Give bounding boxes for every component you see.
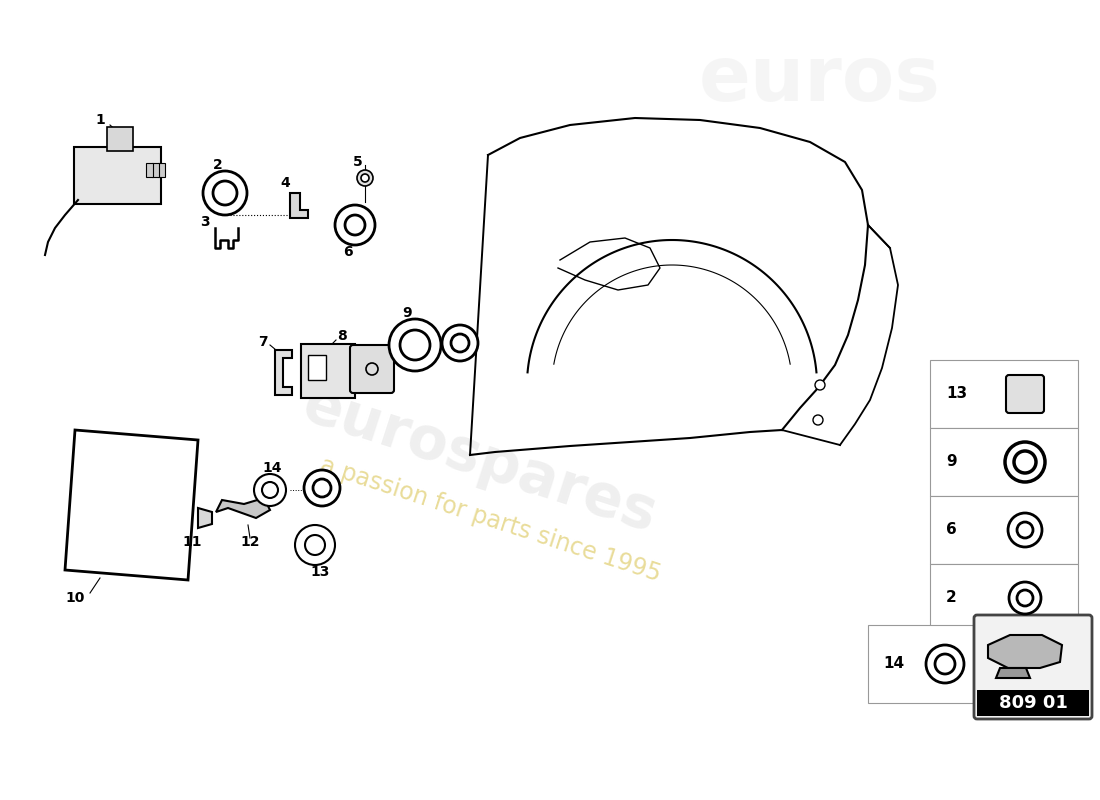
Circle shape	[813, 415, 823, 425]
Bar	[308, 355, 326, 380]
Text: 12: 12	[240, 535, 260, 549]
Circle shape	[926, 645, 964, 683]
Text: 11: 11	[183, 535, 201, 549]
Text: 8: 8	[337, 329, 346, 343]
FancyBboxPatch shape	[301, 344, 355, 398]
Bar	[930, 564, 1078, 632]
Bar	[930, 360, 1078, 428]
Bar	[930, 496, 1078, 564]
Circle shape	[304, 470, 340, 506]
Text: 809 01: 809 01	[999, 694, 1067, 712]
FancyBboxPatch shape	[145, 162, 153, 178]
Circle shape	[262, 482, 278, 498]
Polygon shape	[216, 498, 270, 518]
Text: 2: 2	[213, 158, 223, 172]
Circle shape	[295, 525, 336, 565]
Circle shape	[1018, 590, 1033, 606]
Circle shape	[361, 174, 368, 182]
Text: 13: 13	[946, 386, 967, 402]
Text: eurospares: eurospares	[296, 376, 664, 544]
Circle shape	[358, 170, 373, 186]
Polygon shape	[275, 350, 292, 395]
Text: 9: 9	[403, 306, 411, 320]
Circle shape	[389, 319, 441, 371]
FancyBboxPatch shape	[1006, 375, 1044, 413]
Circle shape	[1008, 513, 1042, 547]
Text: 14: 14	[262, 461, 282, 475]
Text: 6: 6	[946, 522, 957, 538]
Bar	[930, 428, 1078, 496]
Circle shape	[935, 654, 955, 674]
FancyBboxPatch shape	[152, 162, 160, 178]
Circle shape	[1005, 442, 1045, 482]
Circle shape	[1018, 522, 1033, 538]
Text: 7: 7	[258, 335, 267, 349]
Circle shape	[254, 474, 286, 506]
Text: 10: 10	[65, 591, 85, 605]
Circle shape	[305, 535, 324, 555]
Circle shape	[400, 330, 430, 360]
Text: 2: 2	[946, 590, 957, 606]
Text: a passion for parts since 1995: a passion for parts since 1995	[317, 454, 663, 586]
Text: euros: euros	[700, 43, 940, 117]
Circle shape	[1014, 451, 1036, 473]
Circle shape	[336, 205, 375, 245]
Text: 4: 4	[280, 176, 290, 190]
Circle shape	[345, 215, 365, 235]
Polygon shape	[290, 193, 308, 218]
Circle shape	[442, 325, 478, 361]
Polygon shape	[198, 508, 212, 528]
Text: 3: 3	[200, 215, 210, 229]
Polygon shape	[988, 635, 1062, 668]
Circle shape	[1009, 582, 1041, 614]
Text: 1: 1	[95, 113, 104, 127]
Circle shape	[213, 181, 236, 205]
Text: 9: 9	[946, 454, 957, 470]
FancyBboxPatch shape	[107, 127, 133, 151]
FancyBboxPatch shape	[74, 147, 161, 204]
FancyBboxPatch shape	[350, 345, 394, 393]
Text: 13: 13	[310, 565, 330, 579]
Circle shape	[314, 479, 331, 497]
Circle shape	[815, 380, 825, 390]
Polygon shape	[65, 430, 198, 580]
FancyBboxPatch shape	[157, 162, 165, 178]
Bar	[977, 690, 1089, 716]
Circle shape	[451, 334, 469, 352]
Polygon shape	[996, 668, 1030, 678]
FancyBboxPatch shape	[974, 615, 1092, 719]
Bar	[868, 625, 974, 703]
Circle shape	[204, 171, 248, 215]
Text: 5: 5	[353, 155, 363, 169]
Text: 14: 14	[883, 657, 904, 671]
Text: 6: 6	[343, 245, 353, 259]
